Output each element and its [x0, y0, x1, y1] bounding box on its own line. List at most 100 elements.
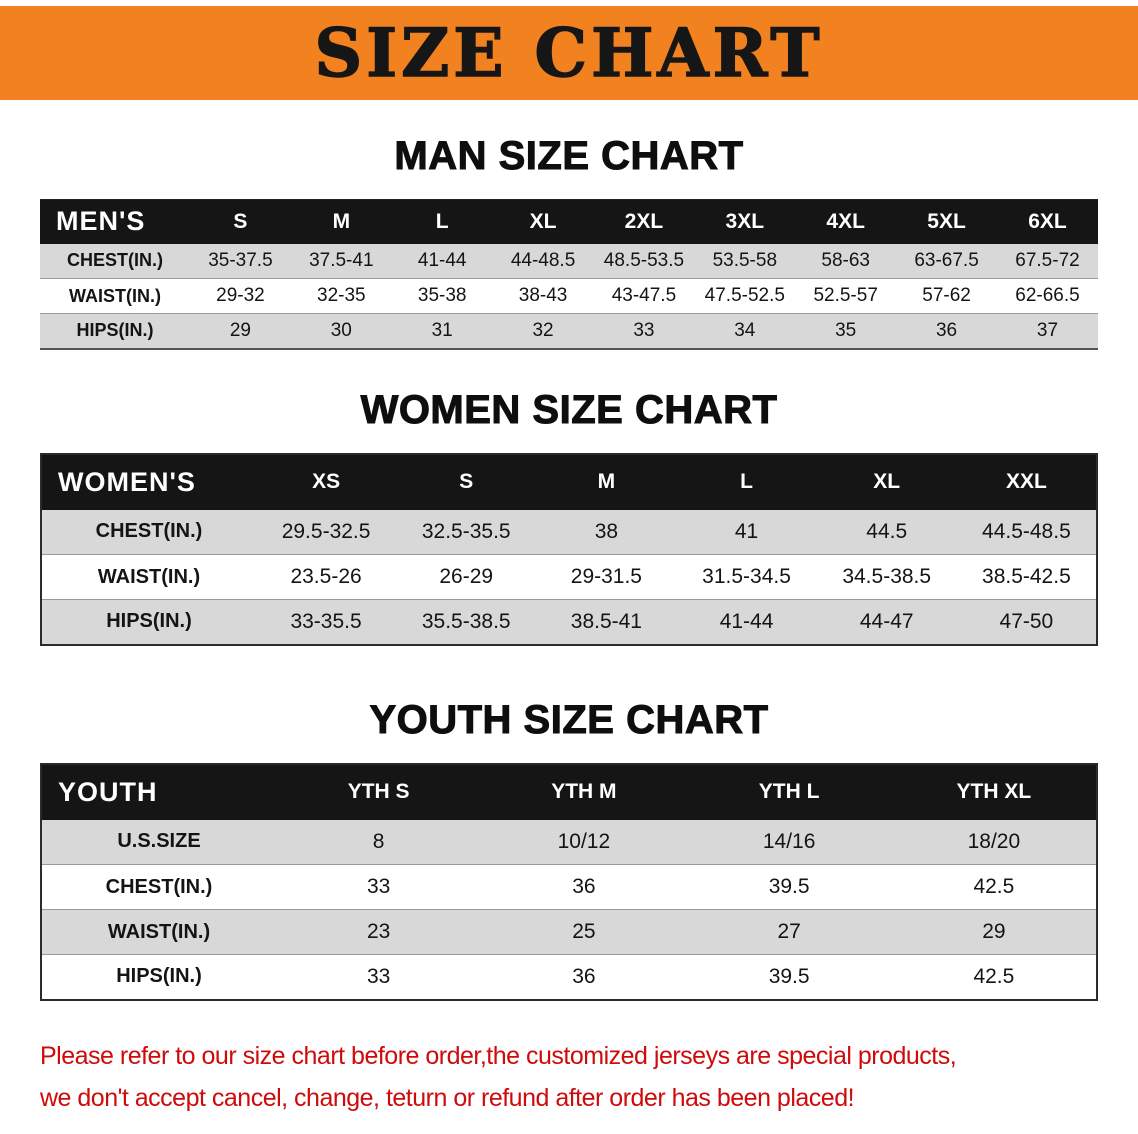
- row-label: HIPS(IN.): [76, 320, 154, 341]
- row-label: WAIST(IN.): [69, 285, 161, 306]
- table-row: WAIST(IN.) 23.5-26 26-29 29-31.5 31.5-34.5 34…: [41, 554, 1097, 600]
- size-value-cell: 29-31.5: [570, 565, 642, 588]
- size-value-cell: 41-44: [719, 609, 774, 633]
- youth-section: YOUTH SIZE CHART YOUTH YTH S YTH M YTH L YTH…: [0, 697, 1138, 1001]
- women-section: WOMEN SIZE CHART WOMEN'S XS S M L XL XXL CHEST(…: [0, 387, 1138, 646]
- column-header: XXL: [956, 453, 1097, 510]
- size-value-cell: 23.5-26: [290, 565, 362, 588]
- size-value-cell: 30: [330, 319, 352, 341]
- size-value-cell: 23: [366, 920, 391, 943]
- women-section-heading: WOMEN SIZE CHART: [360, 387, 778, 432]
- notice-line-2: we don't accept cancel, change, teturn o…: [40, 1084, 855, 1112]
- size-value-cell: 29: [229, 319, 251, 341]
- column-header: XL: [492, 199, 594, 244]
- table-header-row: YOUTH YTH S YTH M YTH L YTH XL: [41, 763, 1097, 820]
- size-value-cell: 35-38: [417, 285, 467, 306]
- size-value-cell: 33: [633, 319, 655, 341]
- size-value-cell: 36: [935, 319, 958, 341]
- size-value-cell: 43-47.5: [611, 285, 677, 306]
- size-value-cell: 42.5: [973, 875, 1015, 898]
- table-header-row: MEN'S S M L XL 2XL 3XL 4XL 5XL 6XL: [40, 199, 1098, 244]
- size-value-cell: 33: [366, 964, 391, 988]
- size-value-cell: 29-32: [216, 285, 265, 306]
- table-title-cell: WOMEN'S: [41, 453, 256, 510]
- size-value-cell: 38-43: [518, 285, 568, 306]
- size-value-cell: 26-29: [439, 565, 494, 588]
- column-header: XS: [256, 453, 397, 510]
- size-value-cell: 33-35.5: [290, 609, 362, 633]
- size-value-cell: 41: [734, 519, 759, 543]
- table-header-row: WOMEN'S XS S M L XL XXL: [41, 453, 1097, 510]
- notice-line-1: Please refer to our size chart before or…: [40, 1041, 957, 1070]
- column-header: YTH S: [276, 763, 482, 820]
- size-value-cell: 35-37.5: [208, 249, 273, 271]
- women-size-table: WOMEN'S XS S M L XL XXL CHEST(IN.) 29.5-32.5 32.5…: [40, 452, 1098, 646]
- size-value-cell: 14/16: [762, 829, 816, 853]
- footer-notice: Please refer to our size chart before or…: [40, 1035, 1098, 1120]
- column-header: M: [290, 199, 392, 244]
- size-value-cell: 38.5-42.5: [982, 565, 1071, 588]
- men-section: MAN SIZE CHART MEN'S S M L XL 2XL 3XL 4XL 5XL 6XL…: [0, 134, 1138, 350]
- size-value-cell: 35.5-38.5: [421, 609, 511, 633]
- size-value-cell: 48.5-53.5: [603, 249, 685, 271]
- column-header: YTH XL: [891, 763, 1097, 820]
- column-header: 5XL: [896, 199, 997, 244]
- size-value-cell: 29.5-32.5: [281, 519, 371, 543]
- size-value-cell: 31: [431, 319, 453, 341]
- size-value-cell: 38: [594, 519, 619, 543]
- column-header: 4XL: [795, 199, 897, 244]
- size-value-cell: 37: [1036, 319, 1059, 341]
- size-value-cell: 47-50: [999, 609, 1054, 633]
- table-row: WAIST(IN.) 23 25 27 29: [41, 909, 1097, 955]
- size-value-cell: 34.5-38.5: [842, 565, 932, 588]
- size-value-cell: 35: [835, 319, 857, 341]
- men-size-table: MEN'S S M L XL 2XL 3XL 4XL 5XL 6XL CHEST(IN.) 35-37…: [40, 199, 1098, 350]
- size-value-cell: 32: [532, 319, 554, 341]
- size-value-cell: 63-67.5: [914, 249, 979, 271]
- column-header: S: [396, 453, 537, 510]
- size-value-cell: 44-47: [859, 609, 914, 633]
- size-value-cell: 39.5: [768, 964, 810, 988]
- table-row: U.S.SIZE 8 10/12 14/16 18/20: [41, 819, 1097, 865]
- size-value-cell: 25: [572, 920, 596, 943]
- size-value-cell: 52.5-57: [813, 285, 878, 306]
- size-value-cell: 36: [572, 875, 596, 898]
- table-row: HIPS(IN.) 33-35.5 35.5-38.5 38.5-41 41-44 44-…: [41, 599, 1097, 645]
- table-row: CHEST(IN.) 35-37.5 37.5-41 41-44 44-48.5 48.5…: [40, 243, 1098, 279]
- size-value-cell: 10/12: [557, 829, 611, 853]
- table-row: HIPS(IN.) 33 36 39.5 42.5: [41, 954, 1097, 1000]
- size-value-cell: 47.5-52.5: [704, 285, 785, 306]
- size-value-cell: 32-35: [317, 285, 366, 306]
- column-header: YTH M: [481, 763, 687, 820]
- size-value-cell: 34: [734, 319, 756, 341]
- page-title: SIZE CHART: [314, 13, 824, 93]
- column-header: S: [190, 199, 291, 244]
- size-value-cell: 42.5: [973, 964, 1015, 988]
- column-header: L: [676, 453, 817, 510]
- column-header: XL: [816, 453, 957, 510]
- size-value-cell: 36: [572, 964, 596, 988]
- size-value-cell: 31.5-34.5: [702, 565, 791, 588]
- row-label: HIPS(IN.): [106, 610, 192, 633]
- row-label: WAIST(IN.): [97, 565, 201, 588]
- row-label: WAIST(IN.): [107, 920, 211, 943]
- column-header: 2XL: [593, 199, 695, 244]
- row-label: CHEST(IN.): [95, 520, 203, 543]
- column-header: 3XL: [694, 199, 796, 244]
- size-value-cell: 8: [372, 829, 385, 853]
- size-value-cell: 27: [777, 920, 801, 943]
- size-value-cell: 44.5-48.5: [982, 519, 1071, 543]
- table-row: WAIST(IN.) 29-32 32-35 35-38 38-43 43-47.5 47.…: [40, 278, 1098, 314]
- row-label: CHEST(IN.): [67, 250, 163, 271]
- size-value-cell: 39.5: [768, 875, 810, 898]
- table-row: CHEST(IN.) 29.5-32.5 32.5-35.5 38 41 44.5 44.5…: [41, 509, 1097, 555]
- size-value-cell: 38.5-41: [570, 609, 642, 633]
- row-label: U.S.SIZE: [117, 830, 201, 853]
- size-value-cell: 53.5-58: [712, 249, 778, 271]
- column-header: 6XL: [997, 199, 1098, 244]
- size-value-cell: 29: [982, 920, 1006, 943]
- men-section-heading: MAN SIZE CHART: [394, 134, 744, 179]
- banner: SIZE CHART: [0, 6, 1138, 100]
- table-row: HIPS(IN.) 29 30 31 32 33 34 35 36 37: [40, 313, 1098, 349]
